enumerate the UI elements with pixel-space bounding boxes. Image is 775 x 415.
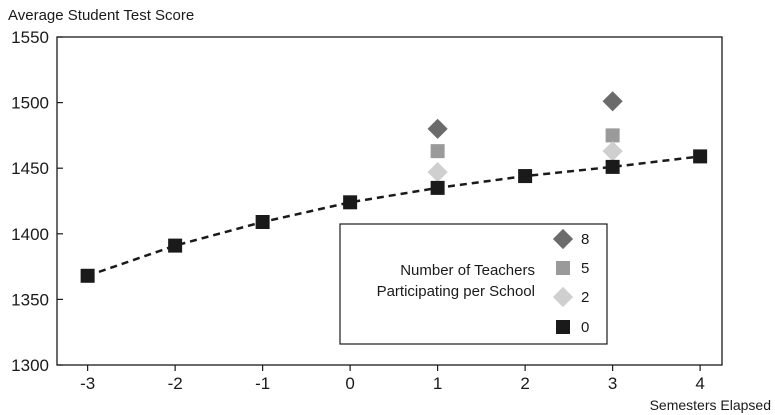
x-tick-label: 0	[345, 374, 354, 393]
x-tick-label: -2	[168, 374, 183, 393]
data-point-series-2	[602, 141, 623, 162]
data-point-series-0	[693, 149, 708, 164]
y-tick-label: 1400	[11, 225, 49, 244]
series-0-dashed-line	[87, 155, 701, 277]
y-tick-label: 1500	[11, 94, 49, 113]
y-tick-label: 1300	[11, 356, 49, 375]
data-point-series-8	[602, 91, 623, 112]
legend-title-line-1: Number of Teachers	[400, 262, 535, 279]
data-point-series-5	[430, 144, 445, 159]
x-tick-label: 4	[695, 374, 704, 393]
x-tick-label: 2	[520, 374, 529, 393]
x-tick-label: 3	[608, 374, 617, 393]
legend-title-line-2: Participating per School	[377, 283, 535, 300]
x-axis-label: Semesters Elapsed	[649, 397, 771, 413]
y-tick-label: 1350	[11, 290, 49, 309]
data-point-series-0	[518, 169, 533, 184]
legend-marker-5	[556, 261, 570, 275]
legend-marker-2	[552, 286, 574, 308]
legend-label-0: 0	[581, 319, 589, 336]
legend-marker-0	[556, 320, 570, 334]
y-tick-label: 1450	[11, 159, 49, 178]
data-point-series-0	[255, 214, 270, 229]
data-point-series-0	[80, 268, 95, 283]
x-tick-label: -3	[80, 374, 95, 393]
y-axis-label: Average Student Test Score	[8, 7, 195, 24]
y-tick-label: 1550	[11, 28, 49, 47]
data-point-series-0	[168, 238, 183, 253]
legend-label-5: 5	[581, 260, 589, 277]
x-tick-label: 1	[433, 374, 442, 393]
data-point-series-5	[605, 128, 620, 143]
data-point-series-0	[605, 159, 620, 174]
data-point-series-8	[427, 118, 448, 139]
legend-label-8: 8	[581, 231, 589, 248]
data-point-series-2	[427, 162, 448, 183]
plot-frame	[56, 36, 723, 366]
legend-label-2: 2	[581, 289, 589, 306]
data-point-series-0	[430, 180, 445, 195]
legend-marker-8	[552, 228, 574, 250]
data-point-series-0	[343, 195, 358, 210]
x-tick-label: -1	[255, 374, 270, 393]
